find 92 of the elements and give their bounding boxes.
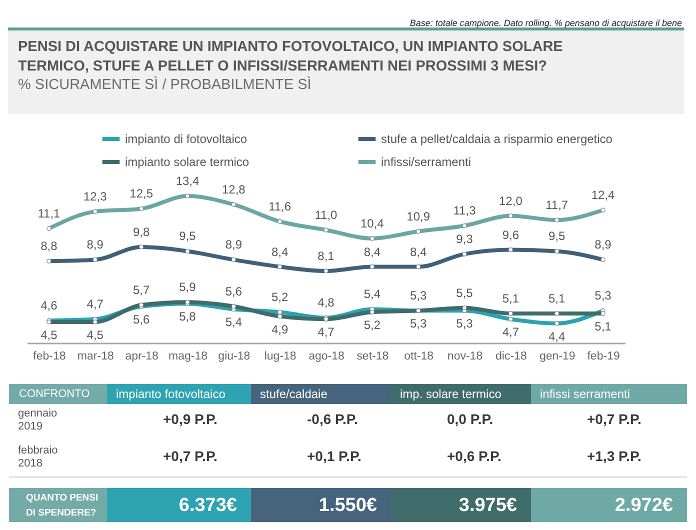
x-tick-label: gen-19 <box>539 350 576 362</box>
data-label: 5,3 <box>410 288 428 303</box>
text: +0,7 P.P. <box>163 448 218 464</box>
data-label: 5,9 <box>179 280 196 294</box>
data-label: 5,4 <box>364 287 381 302</box>
x-tick-label: feb-18 <box>33 350 66 362</box>
data-label: 5,1 <box>594 319 612 334</box>
text: Base: totale campione. Dato rolling. % pensano di acquistare il bene <box>410 18 682 28</box>
data-label: 12,3 <box>83 190 108 204</box>
data-label: 12,4 <box>591 188 616 202</box>
x-tick-label: mag-18 <box>168 350 208 362</box>
data-label: 4,7 <box>318 325 335 340</box>
data-label: 8,4 <box>271 244 288 259</box>
legend-label: impianto solare termico <box>125 155 250 169</box>
text: febbraio 2018 <box>18 444 58 470</box>
x-tick-label: nov-18 <box>447 350 483 362</box>
data-label: 12,8 <box>222 182 246 196</box>
data-label: 8,9 <box>86 238 104 252</box>
data-label: 5,4 <box>225 315 242 330</box>
data-label: 8,4 <box>364 244 381 259</box>
text: +0,7 P.P. <box>587 411 642 427</box>
legend-label: stufe a pellet/caldaia a risparmio energetico <box>381 132 613 146</box>
data-label: 12,5 <box>130 186 154 201</box>
data-label: 5,1 <box>548 291 566 306</box>
data-label: 4,6 <box>40 298 58 313</box>
text: stufe/caldaie <box>260 387 328 401</box>
data-label: 11,7 <box>546 198 568 212</box>
data-label: 5,7 <box>132 283 150 297</box>
text: impianto fotovoltaico <box>116 387 226 401</box>
text: 3.975€ <box>458 495 518 516</box>
x-tick-label: feb-19 <box>587 350 620 362</box>
data-label: 5,3 <box>456 316 474 331</box>
data-label: 10,4 <box>360 216 384 230</box>
text: +0,1 P.P. <box>307 448 362 464</box>
text: imp. solare termico <box>400 387 502 401</box>
chart-subtitle: % SICURAMENTE SÌ / PROBABILMENTE SÌ <box>18 76 312 93</box>
x-tick-label: ago-18 <box>308 350 344 362</box>
text: 1.550€ <box>318 495 378 516</box>
text: QUANTO PENSI DI SPENDERE? <box>26 492 98 518</box>
data-label: 11,0 <box>314 208 338 222</box>
data-label: 10,9 <box>406 209 430 224</box>
data-label: 5,3 <box>410 316 428 331</box>
data-label: 4,7 <box>86 297 104 312</box>
data-label: 5,3 <box>594 288 612 303</box>
chart-title: PENSI DI ACQUISTARE UN IMPIANTO FOTOVOLTAICO, UN IMPIANTO SOLARE TERMICO, STUFE A PELLET O INFISSI/SERRAMENTI NEI PROSSIMI 3 MESI? <box>18 39 564 74</box>
data-label: 8,1 <box>318 249 335 264</box>
text: +0,6 P.P. <box>447 448 502 464</box>
data-label: 8,4 <box>410 244 428 259</box>
data-label: 5,6 <box>225 284 242 298</box>
data-label: 8,9 <box>594 238 612 252</box>
text: 6.373€ <box>178 495 238 516</box>
data-label: 5,1 <box>502 291 520 306</box>
data-label: 4,4 <box>548 329 566 344</box>
text: 0,0 P.P. <box>447 411 494 427</box>
data-label: 9,5 <box>548 229 566 244</box>
data-label: 11,1 <box>38 206 61 221</box>
data-label: 5,2 <box>364 318 381 332</box>
x-tick-label: set-18 <box>356 350 389 362</box>
text: -0,6 P.P. <box>307 411 358 427</box>
x-tick-label: mar-18 <box>77 350 114 362</box>
data-label: 5,2 <box>271 290 288 304</box>
data-label: 5,5 <box>456 286 474 300</box>
x-tick-label: giu-18 <box>218 350 250 362</box>
data-label: 4,7 <box>502 325 520 340</box>
data-label: 9,6 <box>502 228 520 242</box>
data-label: 11,6 <box>268 199 292 214</box>
text: 2.972€ <box>614 495 674 516</box>
x-tick-label: apr-18 <box>125 350 158 362</box>
data-label: 13,4 <box>176 174 200 188</box>
data-label: 8,8 <box>40 239 58 254</box>
data-label: 5,8 <box>179 310 196 324</box>
data-label: 9,5 <box>179 229 196 244</box>
data-label: 4,5 <box>40 328 58 342</box>
text: infissi serramenti <box>540 387 630 401</box>
data-label: 4,8 <box>318 296 335 310</box>
data-label: 4,9 <box>271 322 288 336</box>
text: gennaio 2019 <box>18 408 58 432</box>
legend-label: infissi/serramenti <box>381 155 472 169</box>
data-label: 8,9 <box>225 238 242 252</box>
text: +0,9 P.P. <box>163 411 218 427</box>
data-label: 9,8 <box>132 224 150 239</box>
data-label: 9,3 <box>456 232 474 246</box>
x-tick-label: ott-18 <box>404 350 434 362</box>
data-label: 12,0 <box>499 194 523 208</box>
data-label: 4,5 <box>86 328 104 342</box>
data-label: 5,6 <box>132 312 150 326</box>
x-tick-label: dic-18 <box>496 350 527 362</box>
text: CONFRONTO <box>19 388 90 400</box>
x-tick-label: lug-18 <box>264 350 296 362</box>
text: +1,3 P.P. <box>587 448 642 464</box>
data-label: 11,3 <box>453 204 476 218</box>
legend-label: impianto di fotovoltaico <box>125 132 248 146</box>
